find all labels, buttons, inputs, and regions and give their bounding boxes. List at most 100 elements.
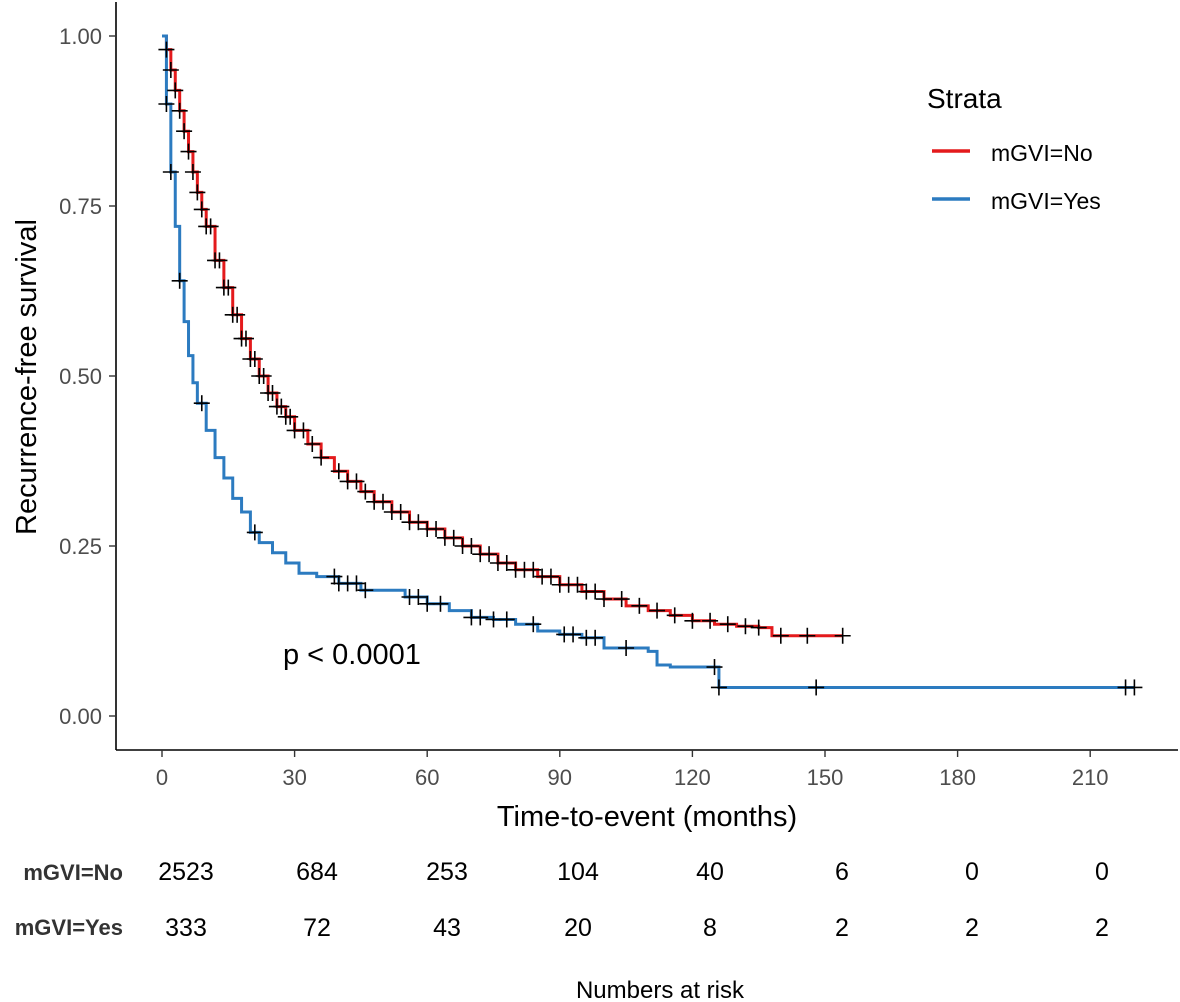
x-tick-label: 30 bbox=[282, 765, 306, 790]
censor-mark bbox=[445, 529, 462, 546]
censor-mark bbox=[313, 449, 330, 466]
y-tick-label: 0.00 bbox=[59, 704, 102, 729]
y-tick-label: 0.25 bbox=[59, 534, 102, 559]
censor-mark bbox=[808, 679, 825, 696]
risk-value-no: 104 bbox=[557, 858, 599, 886]
x-tick-label: 180 bbox=[939, 765, 976, 790]
censor-mark bbox=[613, 591, 630, 608]
risk-value-no: 0 bbox=[965, 858, 979, 886]
risk-value-no: 0 bbox=[1095, 858, 1109, 886]
risk-value-yes: 333 bbox=[165, 914, 207, 942]
censor-mark bbox=[525, 616, 542, 633]
censor-mark bbox=[180, 143, 197, 160]
censor-mark bbox=[565, 626, 582, 643]
x-tick-label: 60 bbox=[415, 765, 439, 790]
censor-mark bbox=[348, 575, 365, 592]
censor-mark bbox=[158, 41, 175, 58]
survival-curves bbox=[162, 34, 1135, 689]
x-tick-label: 210 bbox=[1072, 765, 1109, 790]
legend-title: Strata bbox=[927, 83, 1002, 114]
x-tick-label: 120 bbox=[674, 765, 711, 790]
risk-value-yes: 2 bbox=[835, 914, 849, 942]
censor-mark bbox=[410, 589, 427, 605]
censor-mark bbox=[375, 493, 391, 510]
risk-table-title: Numbers at risk bbox=[576, 977, 745, 1002]
censor-mark bbox=[737, 618, 754, 635]
axis-ticks: 0 30 60 90 120 150 180 210 0.00 0.25 0.50 0.75 1.00 bbox=[59, 24, 1108, 790]
censor-mark bbox=[171, 272, 188, 289]
censor-mark bbox=[282, 408, 299, 425]
x-tick-label: 90 bbox=[548, 765, 572, 790]
censor-mark bbox=[463, 538, 480, 554]
curve-mgvi-no bbox=[162, 34, 843, 638]
censor-mark bbox=[176, 123, 193, 140]
risk-table: mGVI=No mGVI=Yes 2523 684 253 104 40 6 0 0 333 72… bbox=[15, 858, 1109, 1002]
censor-mark bbox=[649, 602, 666, 619]
censor-mark bbox=[1126, 679, 1143, 696]
risk-value-yes: 20 bbox=[564, 914, 592, 942]
censor-mark bbox=[684, 612, 701, 629]
risk-value-no: 40 bbox=[696, 858, 724, 886]
censor-mark bbox=[719, 616, 736, 633]
censor-mark bbox=[481, 546, 498, 563]
censor-mark bbox=[348, 473, 365, 490]
censor-mark bbox=[193, 201, 210, 218]
risk-row-label-no: mGVI=No bbox=[23, 860, 123, 885]
p-value-annotation: p < 0.0001 bbox=[283, 639, 421, 671]
y-tick-label: 0.75 bbox=[59, 194, 102, 219]
censor-mark bbox=[631, 597, 648, 614]
censor-mark bbox=[587, 629, 604, 646]
censor-mark bbox=[666, 607, 683, 624]
risk-value-no: 253 bbox=[426, 858, 468, 886]
censor-mark bbox=[202, 218, 219, 235]
censor-marks bbox=[158, 41, 1143, 696]
censor-mark bbox=[799, 627, 816, 644]
censor-mark bbox=[162, 164, 179, 180]
x-tick-label: 0 bbox=[156, 765, 168, 790]
censor-mark bbox=[498, 555, 515, 571]
censor-mark bbox=[220, 279, 237, 296]
risk-value-yes: 2 bbox=[1095, 914, 1109, 942]
axes bbox=[115, 2, 1178, 751]
censor-mark bbox=[246, 351, 263, 367]
risk-value-yes: 8 bbox=[703, 914, 717, 942]
censor-mark bbox=[264, 385, 281, 401]
censor-mark bbox=[428, 521, 445, 537]
censor-mark bbox=[211, 252, 228, 269]
legend: Strata mGVI=No mGVI=Yes bbox=[927, 83, 1101, 214]
censor-mark bbox=[392, 504, 409, 520]
censor-mark bbox=[542, 568, 559, 585]
censor-mark bbox=[357, 582, 374, 599]
risk-value-yes: 72 bbox=[303, 914, 331, 942]
curve-mgvi-yes bbox=[162, 34, 1135, 689]
censor-mark bbox=[229, 306, 246, 323]
censor-mark bbox=[706, 659, 723, 676]
censor-mark bbox=[357, 483, 374, 500]
x-tick-label: 150 bbox=[807, 765, 844, 790]
censor-mark bbox=[171, 102, 188, 119]
censor-mark bbox=[237, 330, 254, 347]
risk-row-label-yes: mGVI=Yes bbox=[15, 915, 123, 940]
censor-mark bbox=[326, 568, 343, 585]
censor-mark bbox=[587, 583, 604, 600]
risk-value-yes: 43 bbox=[433, 914, 461, 942]
censor-mark bbox=[273, 398, 290, 415]
censor-mark bbox=[304, 436, 321, 452]
censor-mark bbox=[750, 619, 767, 636]
y-tick-label: 1.00 bbox=[59, 24, 102, 49]
risk-value-no: 6 bbox=[835, 858, 849, 886]
censor-mark bbox=[772, 627, 789, 644]
censor-mark bbox=[189, 184, 206, 201]
censor-mark bbox=[330, 463, 347, 480]
censor-mark bbox=[193, 395, 210, 412]
censor-mark bbox=[710, 679, 727, 696]
censor-mark bbox=[295, 422, 312, 439]
x-axis-title: Time-to-event (months) bbox=[497, 801, 797, 833]
legend-label-no: mGVI=No bbox=[991, 140, 1093, 166]
censor-mark bbox=[569, 576, 586, 593]
censor-mark bbox=[498, 611, 515, 628]
censor-mark bbox=[525, 561, 542, 578]
legend-label-yes: mGVI=Yes bbox=[991, 188, 1101, 214]
censor-mark bbox=[834, 627, 851, 644]
risk-value-no: 684 bbox=[296, 858, 338, 886]
